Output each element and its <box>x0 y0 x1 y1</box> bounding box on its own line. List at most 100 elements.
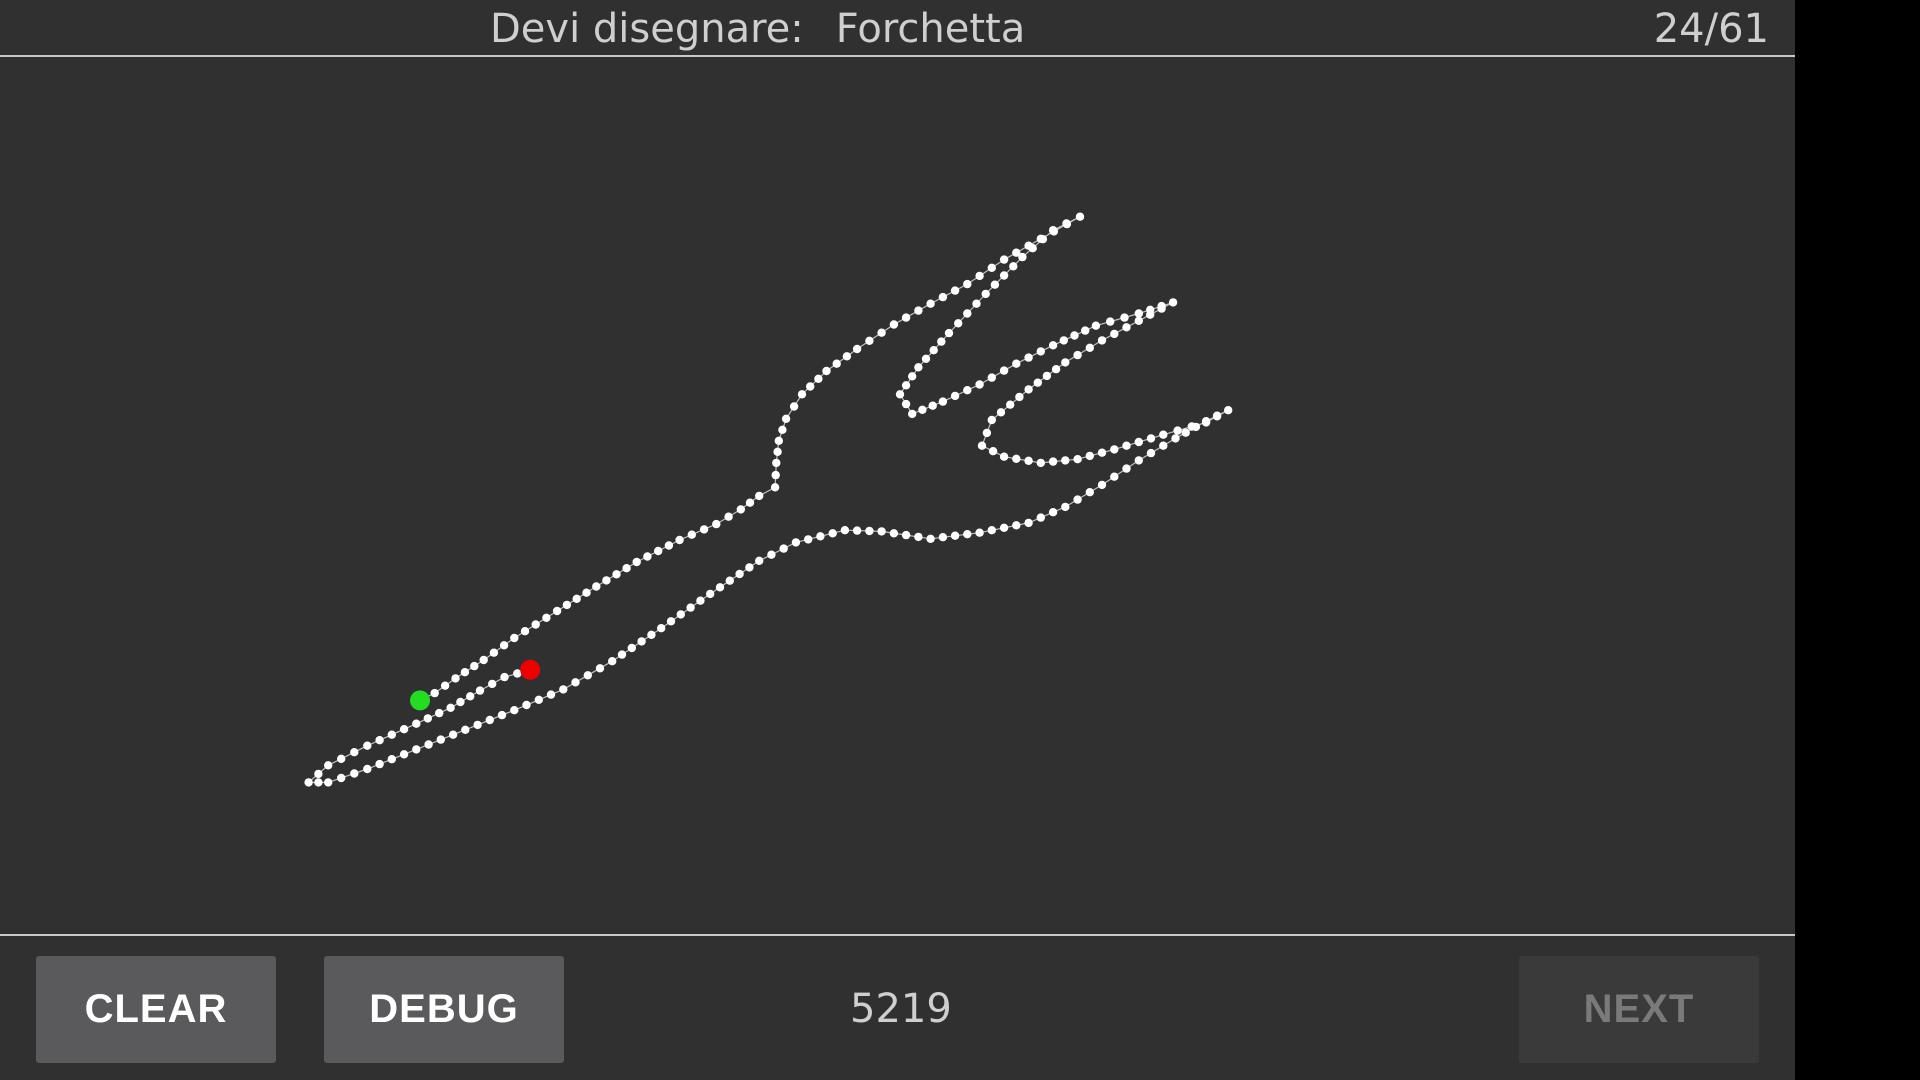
stroke-point <box>840 526 850 535</box>
stroke-point <box>715 583 725 592</box>
stroke-point <box>1081 326 1090 335</box>
stroke-point <box>914 532 923 542</box>
debug-button[interactable]: DEBUG <box>324 956 564 1063</box>
stroke-point <box>485 715 494 725</box>
stroke-point <box>1122 464 1131 473</box>
stroke-point <box>542 613 551 622</box>
stroke-point <box>944 328 954 338</box>
stroke-point <box>531 620 540 629</box>
stroke-point <box>637 637 646 646</box>
stroke-point <box>1120 313 1129 322</box>
stroke-point <box>375 736 384 745</box>
stroke-point <box>622 564 631 573</box>
stroke-point <box>470 661 479 671</box>
stroke-point <box>1073 455 1082 464</box>
stroke-point <box>546 690 556 699</box>
stroke-point <box>350 769 359 778</box>
stroke-point <box>975 380 984 389</box>
stroke-point <box>314 769 323 779</box>
stroke-point <box>387 755 396 764</box>
stroke-point <box>999 255 1009 264</box>
stroke-point <box>412 745 421 754</box>
stroke-point <box>963 530 972 539</box>
header-bar: Devi disegnare: Forchetta 24/61 <box>0 0 1795 57</box>
stroke-point <box>1024 518 1033 528</box>
stroke-point <box>1187 422 1197 431</box>
stroke-point <box>363 764 372 774</box>
stroke-point <box>510 706 519 715</box>
stroke-point <box>387 730 396 739</box>
stroke-point <box>724 512 733 521</box>
stroke-point <box>399 725 409 734</box>
stroke-point <box>466 692 475 701</box>
drawing-canvas[interactable] <box>0 57 1795 934</box>
drawing-surface[interactable] <box>0 57 1795 934</box>
stroke-point <box>592 582 601 591</box>
stroke-point <box>999 366 1009 375</box>
stroke-point <box>612 570 621 579</box>
stroke-point <box>816 532 825 541</box>
stroke-point <box>1024 241 1033 250</box>
stroke-point <box>1122 323 1131 332</box>
stroke-point <box>954 319 963 328</box>
clear-button[interactable]: CLEAR <box>36 956 276 1063</box>
stroke-point <box>770 483 780 492</box>
stroke-point <box>608 657 617 666</box>
stroke-start-marker <box>410 690 430 711</box>
stroke-point <box>572 594 581 603</box>
stroke-point <box>446 703 455 712</box>
stroke-point <box>901 313 911 322</box>
stroke-point <box>436 735 445 744</box>
stroke-point <box>712 519 721 529</box>
stroke-point <box>895 390 905 399</box>
stroke-point <box>987 415 996 425</box>
stroke-point <box>928 401 937 410</box>
stroke-point <box>602 576 611 585</box>
stroke-point <box>664 541 674 550</box>
prompt-word: Forchetta <box>835 6 1026 52</box>
stroke-point <box>1048 508 1058 517</box>
stroke-point <box>914 363 923 372</box>
stroke-point <box>1106 317 1115 326</box>
stroke-point <box>774 436 783 445</box>
stroke-point <box>852 344 862 354</box>
stroke-point <box>908 372 917 381</box>
stroke-point <box>451 674 460 683</box>
stroke-point <box>725 576 734 585</box>
stroke-point <box>1134 309 1144 318</box>
stroke-end-marker <box>520 659 541 680</box>
stroke-point <box>448 730 458 739</box>
stroke-point <box>999 523 1009 532</box>
stroke-point <box>657 624 666 633</box>
prompt-label: Devi disegnare: <box>490 6 804 52</box>
stroke-point <box>908 409 917 419</box>
stroke-point <box>1085 488 1095 497</box>
stroke-point <box>1012 359 1021 368</box>
stroke-point <box>842 352 852 361</box>
stroke-point <box>1061 456 1070 465</box>
stroke-point <box>990 280 1000 289</box>
stroke-point <box>1212 412 1222 421</box>
stroke-point <box>1012 248 1021 257</box>
stroke-point <box>778 425 787 434</box>
stroke-point <box>666 617 676 626</box>
stroke-point <box>304 778 313 787</box>
stroke-point <box>617 650 627 659</box>
stroke-point <box>475 686 485 695</box>
stroke-point <box>901 399 911 409</box>
stroke-point <box>889 320 899 329</box>
stroke-point <box>1062 219 1072 229</box>
stroke-point <box>423 714 432 723</box>
stroke-point <box>595 664 605 673</box>
next-button[interactable]: NEXT <box>1519 956 1759 1063</box>
stroke-point <box>513 669 522 678</box>
stroke-point <box>755 491 764 501</box>
stroke-point <box>1097 448 1107 457</box>
stroke-point <box>901 381 911 390</box>
stroke-point <box>937 337 946 346</box>
stroke-point <box>1012 521 1021 530</box>
stroke-point <box>977 441 987 450</box>
stroke-point <box>975 528 984 537</box>
stroke-point <box>473 720 482 730</box>
stroke-point <box>571 678 580 687</box>
